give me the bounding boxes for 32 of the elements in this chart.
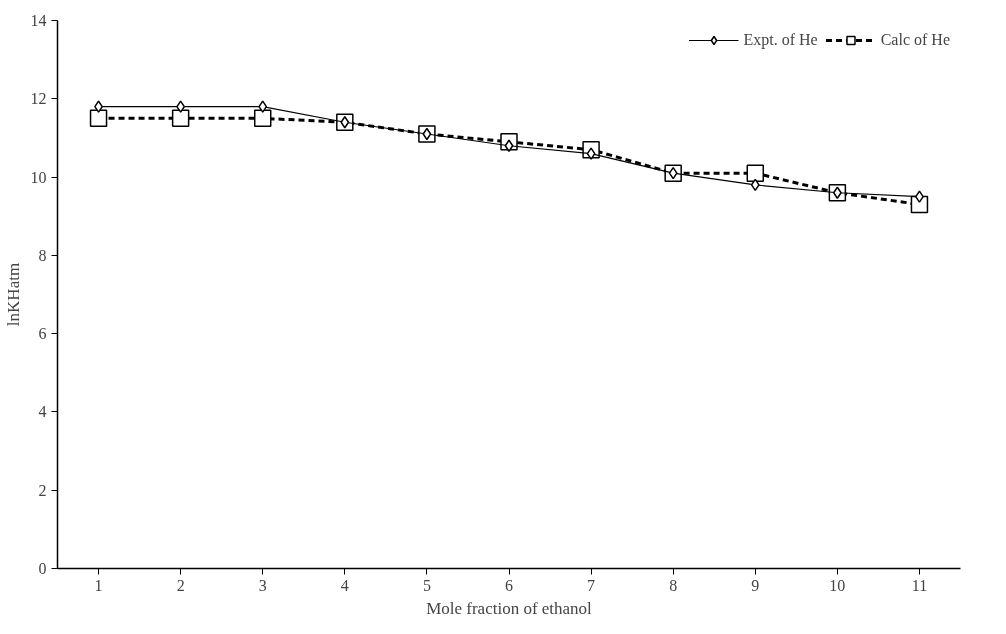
y-tick-label: 14 [30, 12, 47, 29]
point [668, 166, 678, 180]
y-tick-label: 4 [38, 403, 47, 421]
x-tick-label: 11 [911, 576, 928, 594]
y-tick-label: 12 [30, 90, 47, 108]
x-tick-label: 9 [751, 576, 760, 594]
x-tick-label: 8 [669, 576, 678, 594]
point [253, 109, 272, 128]
x-tick-label: 5 [422, 576, 431, 594]
legend-label: Calc of He [880, 31, 950, 49]
y-tick-label: 2 [38, 481, 47, 499]
x-tick-label: 2 [176, 576, 185, 594]
y-tick-label: 0 [38, 560, 47, 577]
y-tick-label: 10 [30, 168, 47, 186]
point [750, 178, 760, 192]
x-tick-label: 6 [505, 576, 513, 594]
point [171, 109, 190, 128]
y-tick-label: 6 [38, 325, 47, 343]
legend-label: Expt. of He [743, 31, 818, 49]
x-tick-label: 10 [829, 576, 846, 594]
x-tick-label: 1 [94, 576, 103, 594]
point [746, 164, 765, 182]
y-tick-label: 8 [38, 246, 47, 264]
x-tick-label: 4 [340, 576, 349, 594]
x-tick-label: 7 [587, 576, 596, 594]
point [504, 139, 514, 153]
x-tick-label: 3 [258, 576, 267, 594]
point [176, 100, 186, 113]
point [89, 109, 108, 128]
y-axis-title: lnKHatm [3, 262, 23, 327]
x-axis-title: Mole fraction of ethanol [426, 598, 593, 618]
point [258, 100, 268, 113]
